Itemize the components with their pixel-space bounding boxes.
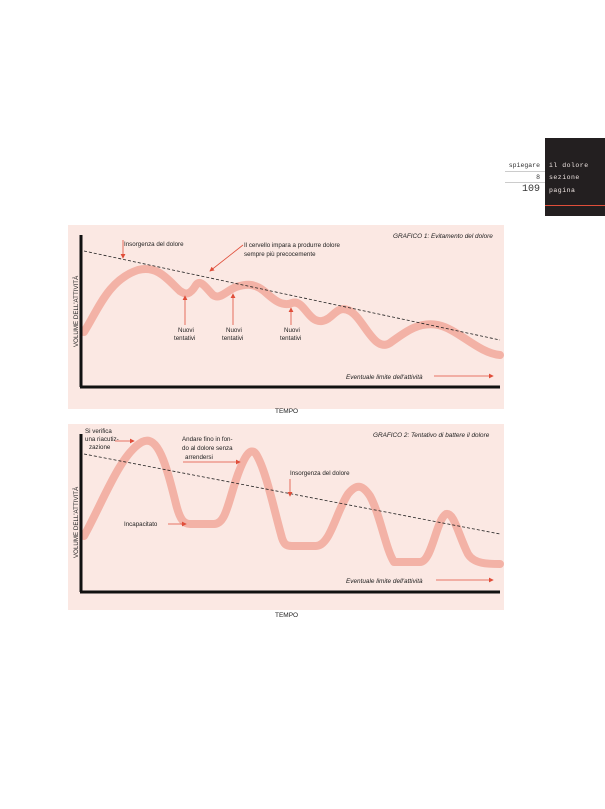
chart1-try2-label-1: Nuovi [226, 327, 242, 334]
chart2-ylabel: VOLUME DELL'ATTIVITÀ [73, 486, 80, 558]
chart1-try1-label-2: tentativi [174, 335, 195, 342]
header-left-3: 109 [521, 184, 540, 195]
chart1-brain-label-1: Il cervello impara a produrre dolore [244, 242, 341, 249]
chart2-relapse-label-3: zazione [89, 444, 111, 451]
chart2-relapse-label-2: una riacutiz- [85, 436, 119, 443]
chart1-title: GRAFICO 1: Evitamento del dolore [393, 233, 493, 240]
chart1-panel: VOLUME DELL'ATTIVITÀ GRAFICO 1: Evitamen… [68, 225, 504, 409]
chart1-limit-label: Eventuale limite dell'attività [346, 374, 423, 381]
header-accent-line [545, 205, 605, 206]
header-left-2: 8 [536, 174, 540, 181]
chart2-relapse-label-1: Si verifica [85, 428, 112, 435]
chart2-title: GRAFICO 2: Tentativo di battere il dolor… [373, 432, 490, 439]
chart2-xlabel: TEMPO [275, 612, 299, 619]
chart1-ylabel: VOLUME DELL'ATTIVITÀ [73, 275, 80, 347]
chart1-onset-label: Insorgenza del dolore [124, 241, 184, 248]
header-divider [505, 171, 545, 172]
chart1-try3-label-2: tentativi [280, 335, 301, 342]
chart1-xlabel: TEMPO [275, 408, 299, 415]
header-right-3: pagina [549, 187, 576, 194]
header-divider [505, 182, 545, 183]
header-right-1: il dolore [549, 162, 589, 169]
chart2-push-label-1: Andare fino in fon- [182, 436, 233, 443]
chart2-limit-label: Eventuale limite dell'attività [346, 578, 423, 585]
chart2-push-label-3: arrendersi [185, 454, 213, 461]
chart2-push-label-2: do al dolore senza [182, 445, 233, 452]
chart2-panel: VOLUME DELL'ATTIVITÀ GRAFICO 2: Tentativ… [68, 424, 504, 610]
chart1-try1-label-1: Nuovi [178, 327, 194, 334]
chart1-try3-label-1: Nuovi [284, 327, 300, 334]
chart2-onset-label: Insorgenza del dolore [290, 470, 350, 477]
chart1-diagram: VOLUME DELL'ATTIVITÀ GRAFICO 1: Evitamen… [73, 233, 504, 389]
header-right-2: sezione [549, 174, 580, 181]
chart1-limit-line [83, 250, 501, 341]
header-left-1: spiegare [508, 162, 540, 169]
chart1-brain-label-2: sempre più precocemente [244, 251, 316, 258]
chart2-activity-curve [80, 436, 504, 568]
chart1-brain-arrow [209, 244, 244, 272]
section-tab [545, 138, 605, 216]
chart2-diagram: VOLUME DELL'ATTIVITÀ GRAFICO 2: Tentativ… [73, 428, 504, 594]
chart2-incapacitated-label: Incapacitato [124, 521, 158, 528]
chart1-activity-curve [80, 265, 504, 359]
chart1-try2-label-2: tentativi [222, 335, 243, 342]
